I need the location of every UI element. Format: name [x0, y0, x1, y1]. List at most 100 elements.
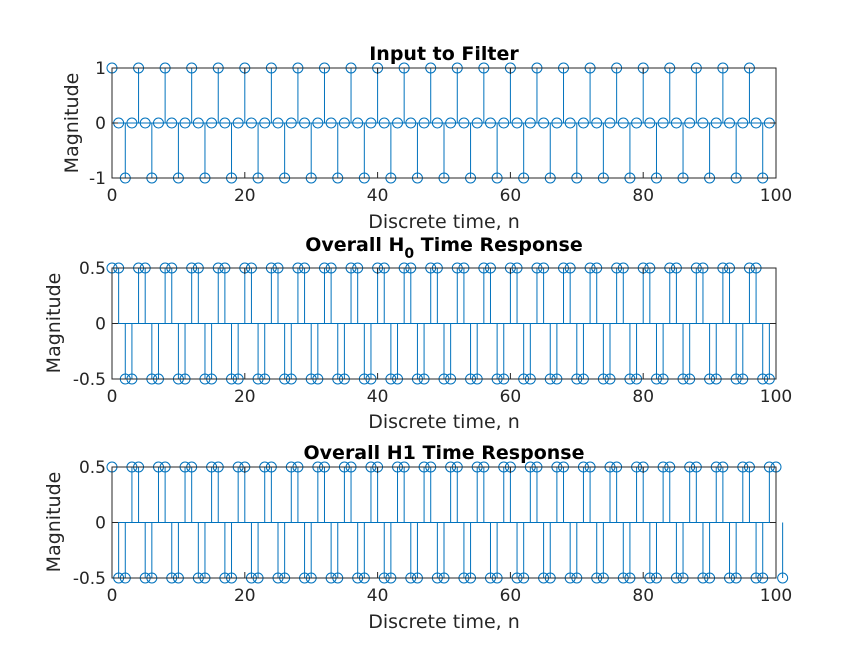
axes-frame	[111, 466, 777, 579]
stem-marker	[192, 117, 204, 129]
stem-marker	[737, 117, 749, 129]
y-tick-labels: -0.5 0 0.5	[73, 259, 106, 390]
stem-marker	[325, 117, 337, 129]
x-tick-label: 40	[367, 186, 389, 206]
stem-marker	[338, 117, 350, 129]
stem-marker	[697, 117, 709, 129]
stem-marker	[126, 117, 138, 129]
stem-marker	[710, 117, 722, 129]
stem-marker	[604, 117, 616, 129]
stem-marker	[631, 117, 643, 129]
panel-h0-response: Overall H0 Time Response 0 20 40 60 80 100 -0…	[43, 234, 792, 433]
stem-marker	[445, 117, 457, 129]
stem-marker	[591, 117, 603, 129]
stem-marker	[564, 117, 576, 129]
x-tick-label: 100	[760, 186, 792, 206]
x-tick-label: 80	[632, 387, 654, 407]
x-tick-label: 20	[234, 586, 256, 606]
stem-marker	[724, 117, 736, 129]
stem-marker	[352, 117, 364, 129]
y-tick-labels: -1 0 1	[89, 59, 106, 189]
stem-marker	[484, 117, 496, 129]
y-tick-label: -0.5	[73, 569, 106, 589]
y-axis-label: Magnitude	[43, 472, 65, 573]
axes-frame	[111, 67, 777, 179]
stem-marker	[617, 117, 629, 129]
y-tick-label: -0.5	[73, 370, 106, 390]
stem-marker	[551, 117, 563, 129]
stem-marker	[750, 117, 762, 129]
stem-marker	[538, 117, 550, 129]
stem-marker	[166, 117, 178, 129]
x-tick-labels: 0 20 40 60 80 100	[107, 387, 793, 407]
stem-marker	[272, 117, 284, 129]
title-suffix: Time Response	[414, 234, 583, 256]
stem-marker	[365, 117, 377, 129]
panel-title: Overall H0 Time Response	[305, 234, 583, 262]
stem-marker	[431, 117, 443, 129]
x-tick-label: 60	[500, 586, 522, 606]
x-tick-label: 40	[367, 586, 389, 606]
y-tick-label: 0.5	[79, 458, 106, 478]
y-tick-label: 0	[95, 114, 106, 134]
y-tick-labels: -0.5 0 0.5	[73, 458, 106, 589]
x-axis-label: Discrete time, n	[368, 411, 520, 433]
x-tick-label: 0	[107, 387, 118, 407]
y-tick-label: 0	[95, 514, 106, 534]
stem-marker	[206, 117, 218, 129]
x-tick-label: 20	[234, 387, 256, 407]
title-main: Overall H	[305, 234, 404, 256]
x-tick-label: 40	[367, 387, 389, 407]
x-axis-label: Discrete time, n	[368, 211, 520, 233]
stem-marker	[219, 117, 231, 129]
x-tick-label: 60	[500, 387, 522, 407]
x-tick-label: 20	[234, 186, 256, 206]
stem-marker	[684, 117, 696, 129]
stem-marker	[392, 117, 404, 129]
stem-marker	[657, 117, 669, 129]
x-tick-label: 0	[107, 586, 118, 606]
panel-title: Input to Filter	[369, 43, 519, 65]
y-tick-label: 1	[95, 59, 106, 79]
panel-h1-response: Overall H1 Time Response 0 20 40 60 80 100 -0…	[43, 442, 792, 633]
stem-marker	[312, 117, 324, 129]
y-tick-label: 0.5	[79, 259, 106, 279]
stem-marker	[179, 117, 191, 129]
x-tick-label: 80	[632, 186, 654, 206]
x-tick-label: 0	[107, 186, 118, 206]
x-tick-labels: 0 20 40 60 80 100	[107, 586, 793, 606]
x-tick-labels: 0 20 40 60 80 100	[107, 186, 793, 206]
panel-input: Input to Filter 0 20 40 60 80 100 -101 Discre…	[61, 43, 792, 233]
stem-marker	[245, 117, 257, 129]
x-axis-label: Discrete time, n	[368, 611, 520, 633]
y-tick-label: 0	[95, 315, 106, 335]
stem-marker	[405, 117, 417, 129]
stem-marker	[139, 117, 151, 129]
stem-marker	[511, 117, 523, 129]
stem-marker	[577, 117, 589, 129]
title-subscript: 0	[404, 246, 414, 262]
stem-marker	[418, 117, 430, 129]
x-tick-label: 100	[760, 586, 792, 606]
panel-title: Overall H1 Time Response	[304, 442, 585, 464]
stem-marker	[777, 572, 789, 584]
stem-marker	[378, 117, 390, 129]
stem-marker	[285, 117, 297, 129]
y-axis-label: Magnitude	[61, 73, 83, 174]
y-axis-label: Magnitude	[43, 273, 65, 374]
stem-marker	[232, 117, 244, 129]
stem-series	[106, 62, 776, 184]
stem-marker	[152, 117, 164, 129]
stem-marker	[670, 117, 682, 129]
x-tick-label: 60	[500, 186, 522, 206]
stem-marker	[498, 117, 510, 129]
stem-marker	[644, 117, 656, 129]
stem-marker	[471, 117, 483, 129]
stem-marker	[524, 117, 536, 129]
y-tick-label: -1	[89, 169, 106, 189]
stem-marker	[299, 117, 311, 129]
x-tick-label: 100	[760, 387, 792, 407]
stem-marker	[458, 117, 470, 129]
